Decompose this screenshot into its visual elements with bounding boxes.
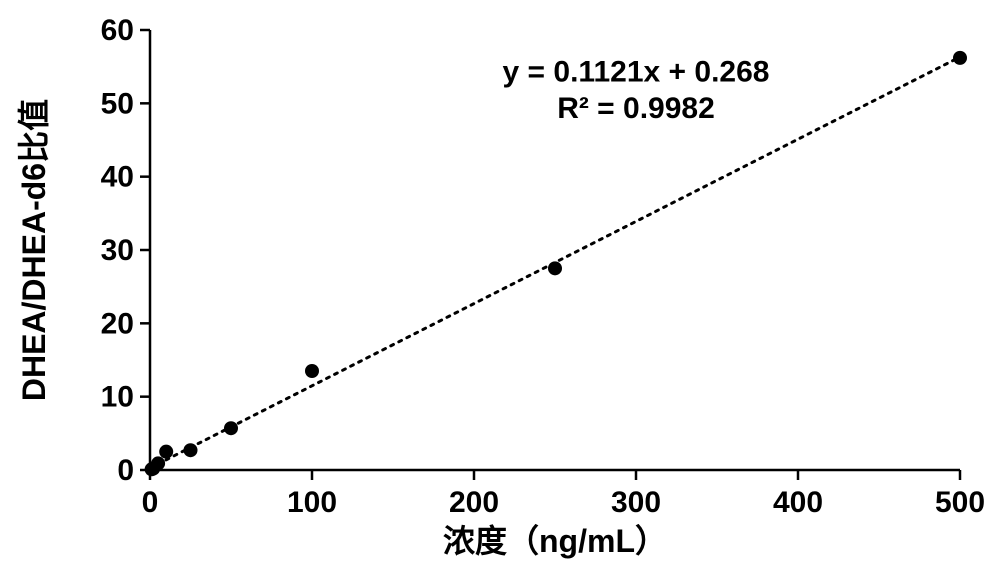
data-point xyxy=(548,261,562,275)
y-tick-label: 40 xyxy=(101,161,134,194)
x-tick-label: 200 xyxy=(449,486,499,519)
data-point xyxy=(151,456,165,470)
x-tick-label: 100 xyxy=(287,486,337,519)
x-tick-label: 0 xyxy=(142,486,159,519)
y-tick-label: 20 xyxy=(101,307,134,340)
fit-equation: y = 0.1121x + 0.268 xyxy=(503,55,770,88)
y-tick-label: 60 xyxy=(101,14,134,47)
x-tick-label: 400 xyxy=(773,486,823,519)
y-tick-label: 30 xyxy=(101,234,134,267)
x-axis-label: 浓度（ng/mL） xyxy=(443,523,667,559)
calibration-chart: 0 100 200 300 400 500 0 10 20 30 40 50 60 浓度（ng/mL） DH… xyxy=(0,0,1000,584)
x-tick-label: 500 xyxy=(935,486,985,519)
fit-r2: R² = 0.9982 xyxy=(557,92,715,125)
data-point xyxy=(224,421,238,435)
y-tick-label: 0 xyxy=(117,454,134,487)
y-axis-label: DHEA/DHEA-d6比值 xyxy=(16,99,52,401)
data-point xyxy=(184,443,198,457)
y-tick-label: 50 xyxy=(101,87,134,120)
data-point xyxy=(953,51,967,65)
chart-container: 0 100 200 300 400 500 0 10 20 30 40 50 60 浓度（ng/mL） DH… xyxy=(0,0,1000,584)
x-tick-label: 300 xyxy=(611,486,661,519)
y-tick-label: 10 xyxy=(101,381,134,414)
data-point xyxy=(305,364,319,378)
data-point xyxy=(159,445,173,459)
